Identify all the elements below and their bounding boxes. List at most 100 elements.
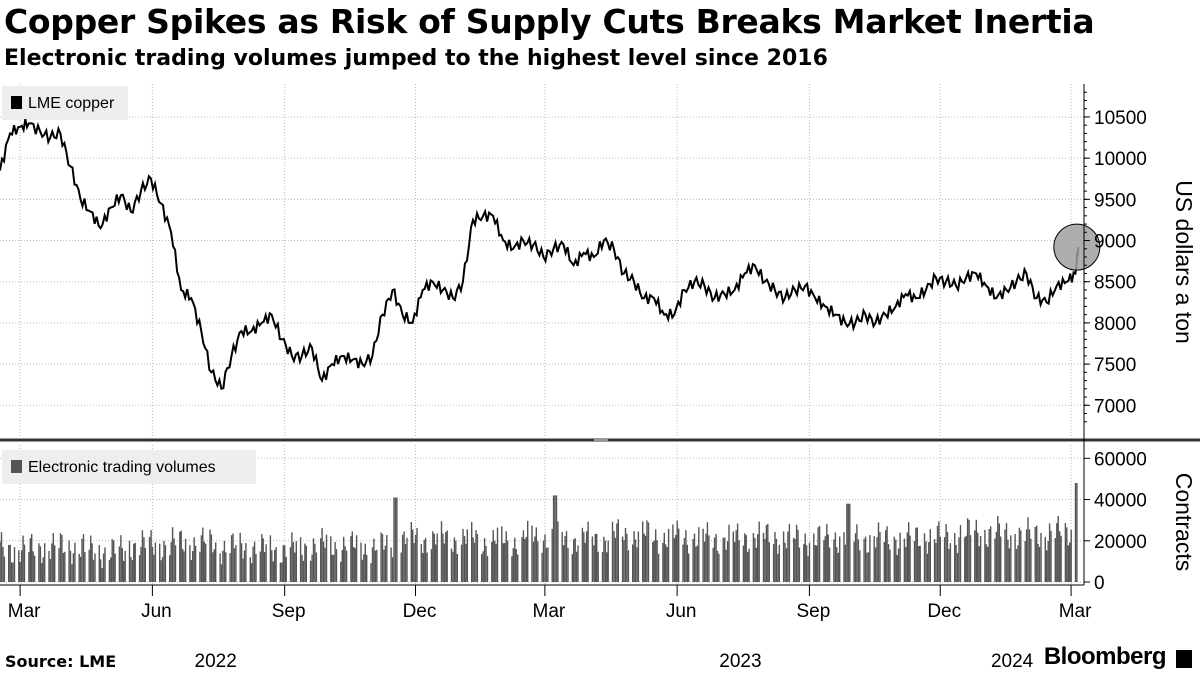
- volume-bar: [62, 552, 65, 582]
- volume-bar: [728, 524, 730, 582]
- volume-bar: [784, 542, 786, 582]
- volume-bar: [828, 547, 831, 582]
- volume-bar: [545, 547, 548, 582]
- volume-bar: [899, 532, 901, 582]
- volume-bar: [394, 497, 397, 582]
- volume-bar: [169, 555, 171, 582]
- chart-title: Copper Spikes as Risk of Supply Cuts Bre…: [4, 2, 1095, 41]
- volume-bar: [202, 527, 204, 582]
- volume-bar: [48, 551, 50, 582]
- volume-bar: [532, 541, 535, 582]
- volume-bar: [13, 547, 16, 582]
- volume-bar: [314, 543, 316, 582]
- year-label: 2024: [991, 651, 1034, 672]
- volume-bar: [716, 550, 719, 582]
- volume-bar: [424, 537, 427, 582]
- volume-bar: [869, 535, 871, 582]
- volume-bar: [88, 549, 90, 582]
- volume-bar: [655, 529, 657, 582]
- volume-bar: [179, 531, 181, 582]
- volume-bar: [824, 536, 826, 582]
- volume-bar: [984, 529, 986, 582]
- volume-bar: [593, 545, 595, 582]
- month-label: Mar: [533, 601, 566, 622]
- volume-bar: [512, 548, 514, 582]
- volume-bar: [463, 536, 466, 582]
- volume-bar: [666, 547, 668, 582]
- volume-bar: [755, 547, 757, 582]
- volume-bar: [979, 536, 982, 582]
- volume-bar: [10, 562, 13, 582]
- volume-bar: [777, 553, 779, 582]
- volume-bar: [1025, 529, 1028, 582]
- panel-resize-handle[interactable]: [594, 438, 608, 442]
- volume-bar: [1027, 517, 1029, 582]
- volume-bar: [637, 531, 640, 582]
- price-tick-label: 8000: [1094, 314, 1136, 335]
- volume-bar: [124, 550, 126, 582]
- volume-bar: [515, 549, 517, 582]
- volume-bar: [9, 544, 11, 582]
- volume-bar: [586, 531, 588, 582]
- volume-bar: [969, 535, 972, 582]
- volume-bar: [471, 522, 473, 582]
- volume-bar: [873, 536, 875, 582]
- volume-bar: [847, 503, 849, 582]
- volume-bar: [581, 527, 584, 582]
- volume-bar: [42, 557, 44, 582]
- volume-bar: [833, 539, 835, 582]
- month-label: Mar: [1059, 601, 1092, 622]
- volume-bar: [885, 530, 887, 582]
- volume-bar: [994, 538, 996, 582]
- volume-bar: [966, 518, 969, 582]
- volume-bar: [965, 535, 967, 582]
- volume-bar: [765, 525, 768, 582]
- volume-bar: [764, 538, 766, 582]
- month-label: Dec: [403, 601, 437, 622]
- volume-bar: [110, 557, 112, 582]
- volume-bar: [225, 552, 227, 582]
- volume-bar: [446, 530, 448, 582]
- volume-bar: [938, 521, 940, 582]
- volume-bar: [768, 542, 770, 582]
- price-tick-label: 9500: [1094, 190, 1136, 211]
- volume-bar: [864, 536, 867, 582]
- volume-bar: [130, 557, 132, 582]
- volume-bar: [233, 548, 236, 582]
- volume-bar: [200, 535, 203, 582]
- volume-bar: [698, 527, 700, 582]
- volume-bar: [1036, 525, 1038, 582]
- volume-bar: [923, 533, 926, 582]
- volume-bar: [64, 551, 66, 582]
- volume-bar: [1044, 536, 1046, 582]
- volume-bar: [908, 522, 910, 582]
- volume-bar: [134, 542, 136, 582]
- volume-bar: [656, 540, 658, 582]
- volume-bar: [1038, 546, 1041, 582]
- volume-bar: [913, 541, 916, 582]
- volume-bar: [1007, 539, 1009, 582]
- volume-bar: [939, 536, 941, 582]
- volume-bar: [265, 544, 267, 582]
- volume-bar: [757, 534, 759, 582]
- volume-bar: [1018, 527, 1021, 582]
- volume-bar: [422, 553, 424, 582]
- volume-bar: [406, 537, 408, 582]
- volume-bar: [724, 537, 726, 582]
- volume-bar: [192, 551, 194, 582]
- volume-bar: [171, 527, 174, 582]
- volume-bar: [1057, 515, 1059, 582]
- volume-bar: [331, 554, 333, 582]
- volume-bar: [163, 540, 165, 582]
- volume-tick-label: 20000: [1094, 532, 1147, 553]
- volume-bar: [235, 545, 237, 582]
- volume-bar: [255, 554, 257, 582]
- volume-bar: [243, 550, 246, 582]
- volume-bar: [486, 556, 489, 582]
- volume-bar: [696, 545, 699, 582]
- volume-bar: [259, 551, 261, 582]
- price-axis-ticks: 7000 7500 8000 8500 9000 9500 10000 10500: [1084, 91, 1147, 423]
- price-tick-label: 7500: [1094, 355, 1136, 376]
- volume-bar: [557, 521, 559, 582]
